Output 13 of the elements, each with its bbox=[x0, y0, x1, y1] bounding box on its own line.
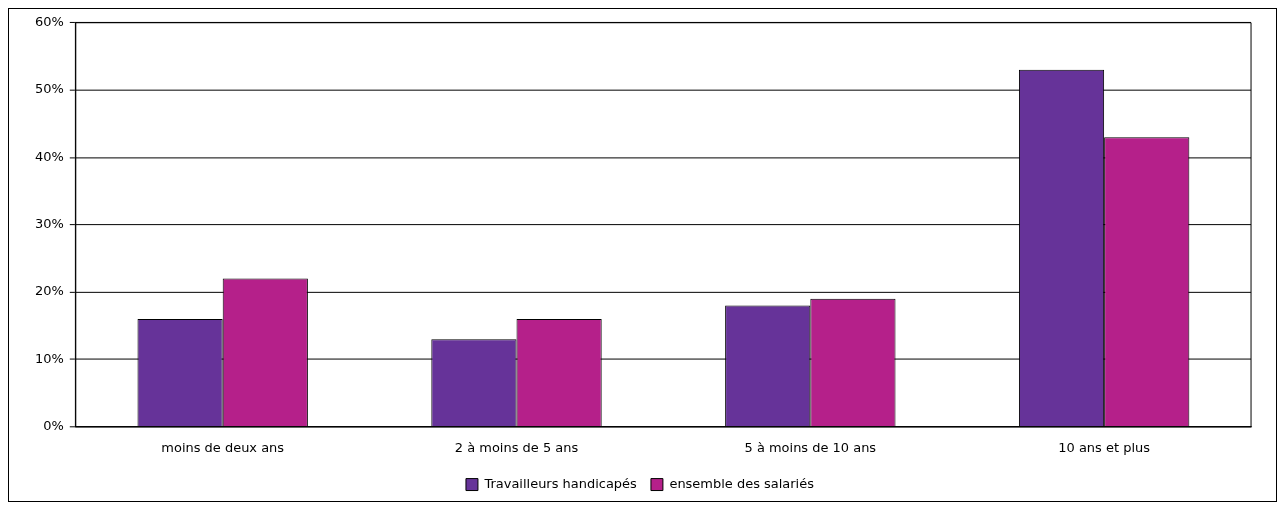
x-tick-label: 2 à moins de 5 ans bbox=[454, 439, 579, 455]
x-tick-label: 5 à moins de 10 ans bbox=[744, 439, 877, 455]
y-tick-label: 20% bbox=[34, 283, 64, 299]
y-tick-label: 60% bbox=[34, 14, 64, 30]
x-tick-label: 10 ans et plus bbox=[1058, 439, 1151, 455]
legend-label: Travailleurs handicapés bbox=[483, 475, 638, 491]
y-tick-label: 40% bbox=[34, 148, 64, 164]
x-tick-label: moins de deux ans bbox=[161, 439, 285, 455]
y-tick-label: 10% bbox=[34, 350, 64, 366]
y-tick-label: 0% bbox=[43, 418, 64, 434]
y-tick-label: 30% bbox=[34, 216, 64, 232]
legend-label: ensemble des salariés bbox=[669, 475, 815, 491]
y-tick-label: 50% bbox=[34, 81, 64, 97]
